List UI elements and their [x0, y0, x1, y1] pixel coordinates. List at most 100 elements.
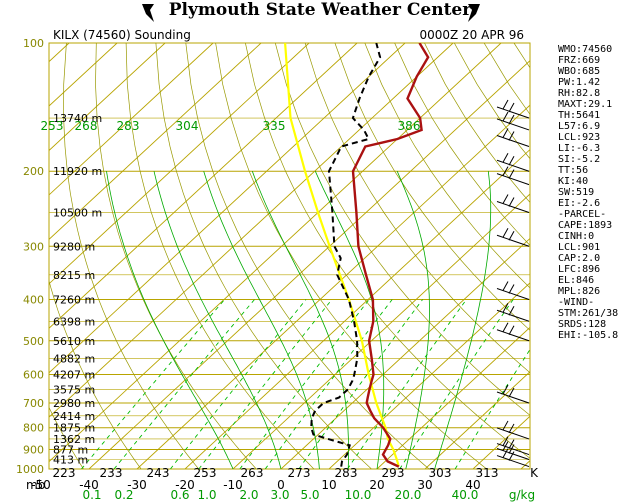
- pressure-tick-label: 100: [23, 37, 44, 50]
- stat-line: TT:56: [558, 165, 588, 176]
- temperature-line: [351, 43, 430, 468]
- wind-barb-flag: [508, 451, 515, 461]
- wind-barb-flag: [502, 99, 509, 110]
- wind-barb: [496, 201, 530, 213]
- kelvin-tick-label: 223: [53, 466, 76, 480]
- wind-barbs: [496, 99, 530, 468]
- temp-tick-label: 20: [369, 478, 384, 492]
- wind-barb-flag: [502, 384, 509, 395]
- mixing-ratio-label: 0.2: [114, 488, 133, 502]
- temp-tick-label: -40: [79, 478, 99, 492]
- moist-adiabat: [314, 171, 385, 469]
- wind-barb-flag: [508, 423, 515, 434]
- wind-barb: [496, 329, 530, 342]
- stat-line: SI:-5.2: [558, 154, 600, 165]
- stats-panel: WMO:74560FRZ:669WBO:685PW:1.42RH:82.8MAX…: [558, 44, 618, 341]
- wind-barb-flag: [502, 420, 509, 431]
- kelvin-tick-label: K: [530, 466, 539, 480]
- moist-adiabat: [251, 171, 349, 469]
- wind-barb: [496, 288, 530, 300]
- dry-adiabat: [274, 43, 530, 416]
- mb-unit-label: mb: [26, 478, 45, 492]
- kelvin-tick-label: 313: [476, 466, 499, 480]
- temp-tick-label: 40: [465, 478, 480, 492]
- isotherm: [49, 43, 310, 285]
- height-label: 10500 m: [53, 207, 102, 220]
- height-label: 11920 m: [53, 165, 102, 178]
- time-label: 0000Z 20 APR 96: [419, 28, 524, 42]
- mixing-ratio-line: [298, 299, 423, 469]
- isotherm: [232, 193, 530, 469]
- stat-line: RH:82.8: [558, 88, 600, 99]
- theta-label: 268: [75, 119, 98, 133]
- isotherm: [49, 43, 502, 463]
- mixing-ratio-line: [399, 299, 514, 469]
- stat-line: CINH:0: [558, 231, 594, 242]
- moist-adiabat: [106, 171, 234, 469]
- wind-barb: [496, 118, 530, 131]
- temp-tick-label: 30: [417, 478, 432, 492]
- dry-adiabat: [245, 43, 530, 459]
- dry-adiabat: [334, 43, 530, 331]
- wind-barb-flag: [502, 441, 509, 451]
- wind-barb: [496, 135, 530, 148]
- isotherm: [49, 43, 454, 418]
- dry-adiabat: [0, 43, 26, 469]
- stat-line: L57:6.9: [558, 121, 600, 132]
- temp-tick-label: 10: [321, 478, 336, 492]
- mixing-ratio-label: 0.1: [82, 488, 101, 502]
- stat-line: -WIND-: [558, 297, 594, 308]
- height-label: 2980 m: [53, 397, 95, 410]
- stat-line: MPL:826: [558, 286, 600, 297]
- mixing-ratio-line: [81, 299, 225, 469]
- dry-adiabat: [394, 43, 530, 246]
- isotherm: [49, 43, 166, 152]
- height-label: 8215 m: [53, 269, 95, 282]
- mixing-ratio-label: 40.0: [452, 488, 479, 502]
- wind-barb-flag: [508, 439, 515, 449]
- isotherm: [184, 148, 530, 469]
- height-label: 877 m: [53, 444, 88, 457]
- height-label: 2414 m: [53, 410, 95, 423]
- mixing-ratio-line: [170, 299, 307, 469]
- wind-barb: [496, 309, 530, 322]
- stat-line: PW:1.42: [558, 77, 600, 88]
- isotherm: [280, 237, 530, 469]
- wind-barb-flag: [508, 284, 515, 294]
- wind-barb-flag: [502, 281, 509, 291]
- wind-barb: [496, 234, 530, 247]
- wind-barb: [496, 159, 530, 172]
- wind-barb-flag: [502, 128, 509, 138]
- mixing-ratio-label: 2.0: [239, 488, 258, 502]
- mixing-ratio-label: 0.6: [170, 488, 189, 502]
- mixing-ratio-line: [239, 299, 370, 469]
- right-flag-icon: [468, 4, 480, 22]
- isotherm: [49, 43, 262, 240]
- height-label: 1362 m: [53, 433, 95, 446]
- height-label: 4207 m: [53, 368, 95, 381]
- pressure-tick-label: 600: [23, 368, 44, 381]
- height-label: 5610 m: [53, 335, 95, 348]
- pressure-tick-label: 300: [23, 240, 44, 253]
- mixing-ratio-line: [347, 299, 467, 469]
- dry-adiabat: [49, 406, 84, 469]
- stat-line: WBO:685: [558, 66, 600, 77]
- kelvin-tick-label: 263: [241, 466, 264, 480]
- wind-barb-flag: [502, 152, 509, 163]
- profiles: [284, 43, 430, 468]
- kelvin-tick-label: 253: [194, 466, 217, 480]
- moist-adiabat: [396, 171, 430, 469]
- dry-adiabat: [49, 279, 142, 469]
- mixing-ratio-label: 1.0: [197, 488, 216, 502]
- pressure-tick-label: 800: [23, 422, 44, 435]
- isotherm: [49, 43, 214, 196]
- height-label: 4882 m: [53, 352, 95, 365]
- wind-barb: [496, 106, 530, 119]
- pressure-tick-label: 700: [23, 397, 44, 410]
- temp-tick-label: -30: [127, 478, 147, 492]
- height-label: 3575 m: [53, 383, 95, 396]
- wind-barb-flag: [508, 387, 515, 398]
- wind-barb: [496, 173, 530, 186]
- stat-line: LCL:923: [558, 132, 600, 143]
